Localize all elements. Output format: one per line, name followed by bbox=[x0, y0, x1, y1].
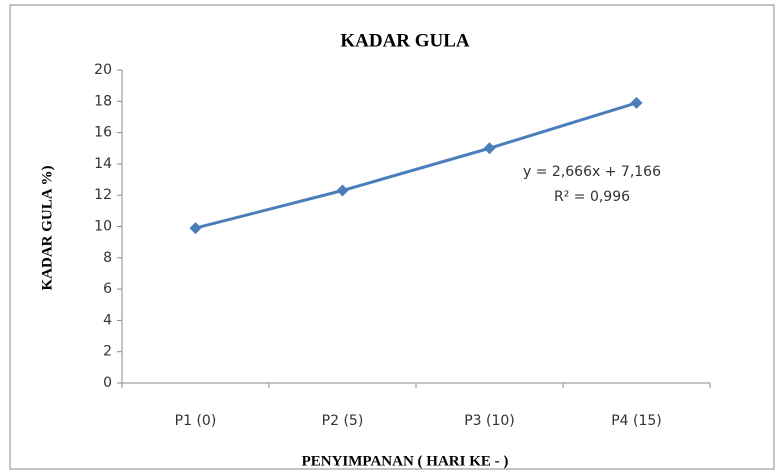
y-tick-label: 8 bbox=[103, 250, 112, 266]
x-tick-label: P1 (0) bbox=[175, 413, 217, 429]
y-tick-label: 6 bbox=[103, 281, 112, 297]
data-point bbox=[483, 142, 496, 155]
y-tick-label: 16 bbox=[94, 125, 112, 141]
data-point bbox=[336, 184, 349, 197]
annotation: y = 2,666x + 7,166 bbox=[523, 164, 661, 180]
data-point bbox=[189, 222, 202, 235]
data-line bbox=[195, 101, 637, 230]
y-axis-label: KADAR GULA %) bbox=[39, 165, 55, 290]
y-tick-label: 2 bbox=[103, 344, 112, 360]
x-tick-label: P3 (10) bbox=[464, 413, 515, 429]
x-tick-label: P4 (15) bbox=[611, 413, 662, 429]
chart-border bbox=[9, 4, 775, 470]
y-tick-label: 10 bbox=[94, 219, 112, 235]
y-tick-label: 0 bbox=[103, 375, 112, 391]
chart-title: KADAR GULA bbox=[340, 30, 470, 51]
x-axis-label: PENYIMPANAN ( HARI KE - ) bbox=[302, 453, 509, 469]
annotation: R² = 0,996 bbox=[554, 189, 630, 205]
x-tick-label: P2 (5) bbox=[322, 413, 364, 429]
y-tick-label: 18 bbox=[94, 93, 112, 109]
y-tick-label: 20 bbox=[94, 62, 112, 78]
y-tick-label: 14 bbox=[94, 156, 112, 172]
y-tick-label: 12 bbox=[94, 187, 112, 203]
data-point bbox=[630, 96, 643, 109]
y-tick-label: 4 bbox=[103, 312, 112, 328]
